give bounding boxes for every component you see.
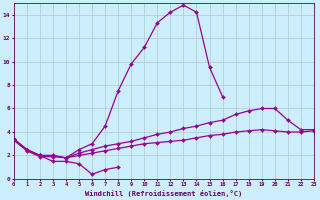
X-axis label: Windchill (Refroidissement éolien,°C): Windchill (Refroidissement éolien,°C) bbox=[85, 190, 243, 197]
